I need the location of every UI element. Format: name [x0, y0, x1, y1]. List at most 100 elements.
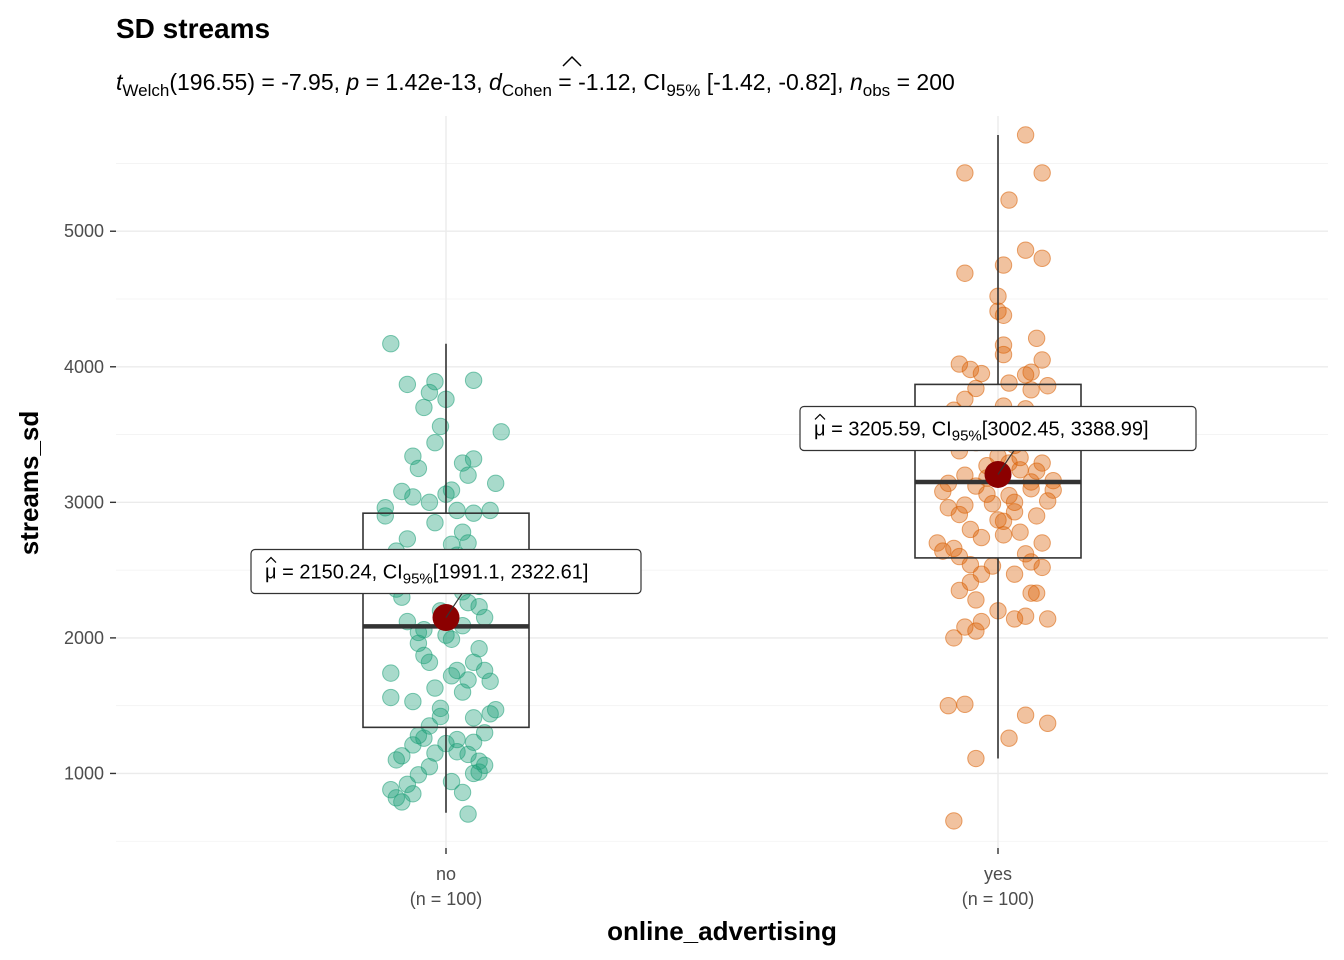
data-point [1005, 610, 1024, 628]
data-point [481, 501, 499, 520]
data-point [950, 355, 969, 373]
data-point [1027, 462, 1046, 480]
box [914, 383, 1082, 559]
data-point [398, 375, 417, 394]
data-point [1016, 366, 1035, 384]
y-tick-label: 4000 [64, 357, 104, 377]
data-point [398, 530, 417, 548]
mean-label-text: μ = 2150.24, CI95%[1991.1, 2322.61] [265, 562, 588, 588]
data-point [420, 493, 439, 512]
data-point [1005, 503, 1024, 521]
data-point [420, 383, 439, 402]
data-point [415, 398, 433, 417]
data-point [1038, 377, 1057, 395]
data-point [956, 496, 974, 514]
data-point [431, 417, 450, 436]
data-point [382, 335, 400, 353]
mean-label-connector [997, 450, 1015, 475]
y-tick-label: 3000 [64, 492, 104, 512]
data-point [994, 512, 1013, 531]
grid [116, 116, 1328, 848]
chart-subtitle: tWelch(196.55) = -7.95, p = 1.42e-13, dC… [116, 69, 955, 100]
data-point [470, 598, 488, 616]
data-point [404, 785, 422, 803]
data-point [415, 646, 433, 665]
data-point [431, 699, 450, 718]
data-point [967, 591, 985, 609]
data-point [398, 775, 417, 793]
data-point [1033, 534, 1051, 552]
mean-label-box [250, 548, 642, 595]
group-no: μ = 2150.24, CI95%[1991.1, 2322.61] [250, 335, 642, 823]
x-axis-title: online_advertising [607, 916, 837, 946]
data-point [950, 581, 969, 600]
data-point [426, 372, 444, 391]
data-point [453, 783, 472, 802]
data-point [1000, 729, 1018, 747]
data-point [376, 507, 394, 525]
data-point [967, 622, 985, 640]
data-point [972, 612, 991, 631]
data-point [1016, 607, 1035, 625]
data-point [934, 542, 952, 560]
data-point [978, 485, 996, 503]
data-point [470, 763, 488, 781]
data-point [404, 447, 422, 465]
y-tick-label: 5000 [64, 221, 104, 241]
data-point [1005, 565, 1024, 583]
data-point [453, 523, 472, 541]
data-point [475, 724, 494, 742]
data-point [1016, 706, 1035, 724]
data-point [1000, 374, 1018, 392]
data-point [939, 696, 958, 715]
y-axis-title: streams_sd [14, 411, 44, 556]
data-point [1011, 523, 1029, 541]
data-point [442, 630, 461, 648]
y-tick-label: 2000 [64, 628, 104, 648]
data-point [961, 360, 980, 379]
x-axis: no (n = 100) yes (n = 100) [410, 848, 1034, 909]
data-point [448, 501, 466, 520]
data-point [983, 494, 1002, 513]
data-point [486, 701, 505, 719]
data-point [459, 805, 477, 823]
data-point [1033, 164, 1051, 182]
mean-label-box [799, 405, 1197, 452]
data-point [956, 618, 974, 636]
data-point [464, 653, 483, 671]
data-point [989, 511, 1007, 529]
data-point [1033, 558, 1051, 577]
data-point [1000, 191, 1018, 209]
data-point [464, 764, 483, 783]
data-point [464, 371, 483, 390]
data-point [956, 164, 974, 182]
data-point [453, 683, 472, 701]
data-point [420, 653, 439, 671]
data-point [994, 256, 1013, 274]
plot-area: μ = 2150.24, CI95%[1991.1, 2322.61] μ = 3… [250, 126, 1197, 830]
data-point [382, 688, 400, 707]
data-point [972, 565, 991, 583]
d-hat-icon [562, 55, 582, 67]
data-point [459, 466, 477, 484]
chart-title: SD streams [116, 13, 270, 44]
data-point [404, 736, 422, 754]
data-point [382, 664, 400, 682]
data-point [945, 629, 963, 647]
data-point [426, 433, 444, 452]
data-point [967, 749, 985, 768]
mu-hat-icon [814, 413, 826, 420]
data-point [1038, 714, 1057, 732]
data-point [426, 513, 444, 532]
x-tick-label: no [436, 864, 456, 884]
x-tick-n-label: (n = 100) [410, 889, 483, 909]
data-point [1022, 381, 1040, 399]
data-point [486, 474, 505, 493]
data-point [404, 692, 422, 711]
data-point [464, 733, 483, 751]
data-point [1038, 492, 1057, 510]
data-point [448, 730, 466, 749]
mean-label-connector [445, 593, 463, 618]
x-tick-label: yes [984, 864, 1012, 884]
data-point [1022, 584, 1040, 602]
